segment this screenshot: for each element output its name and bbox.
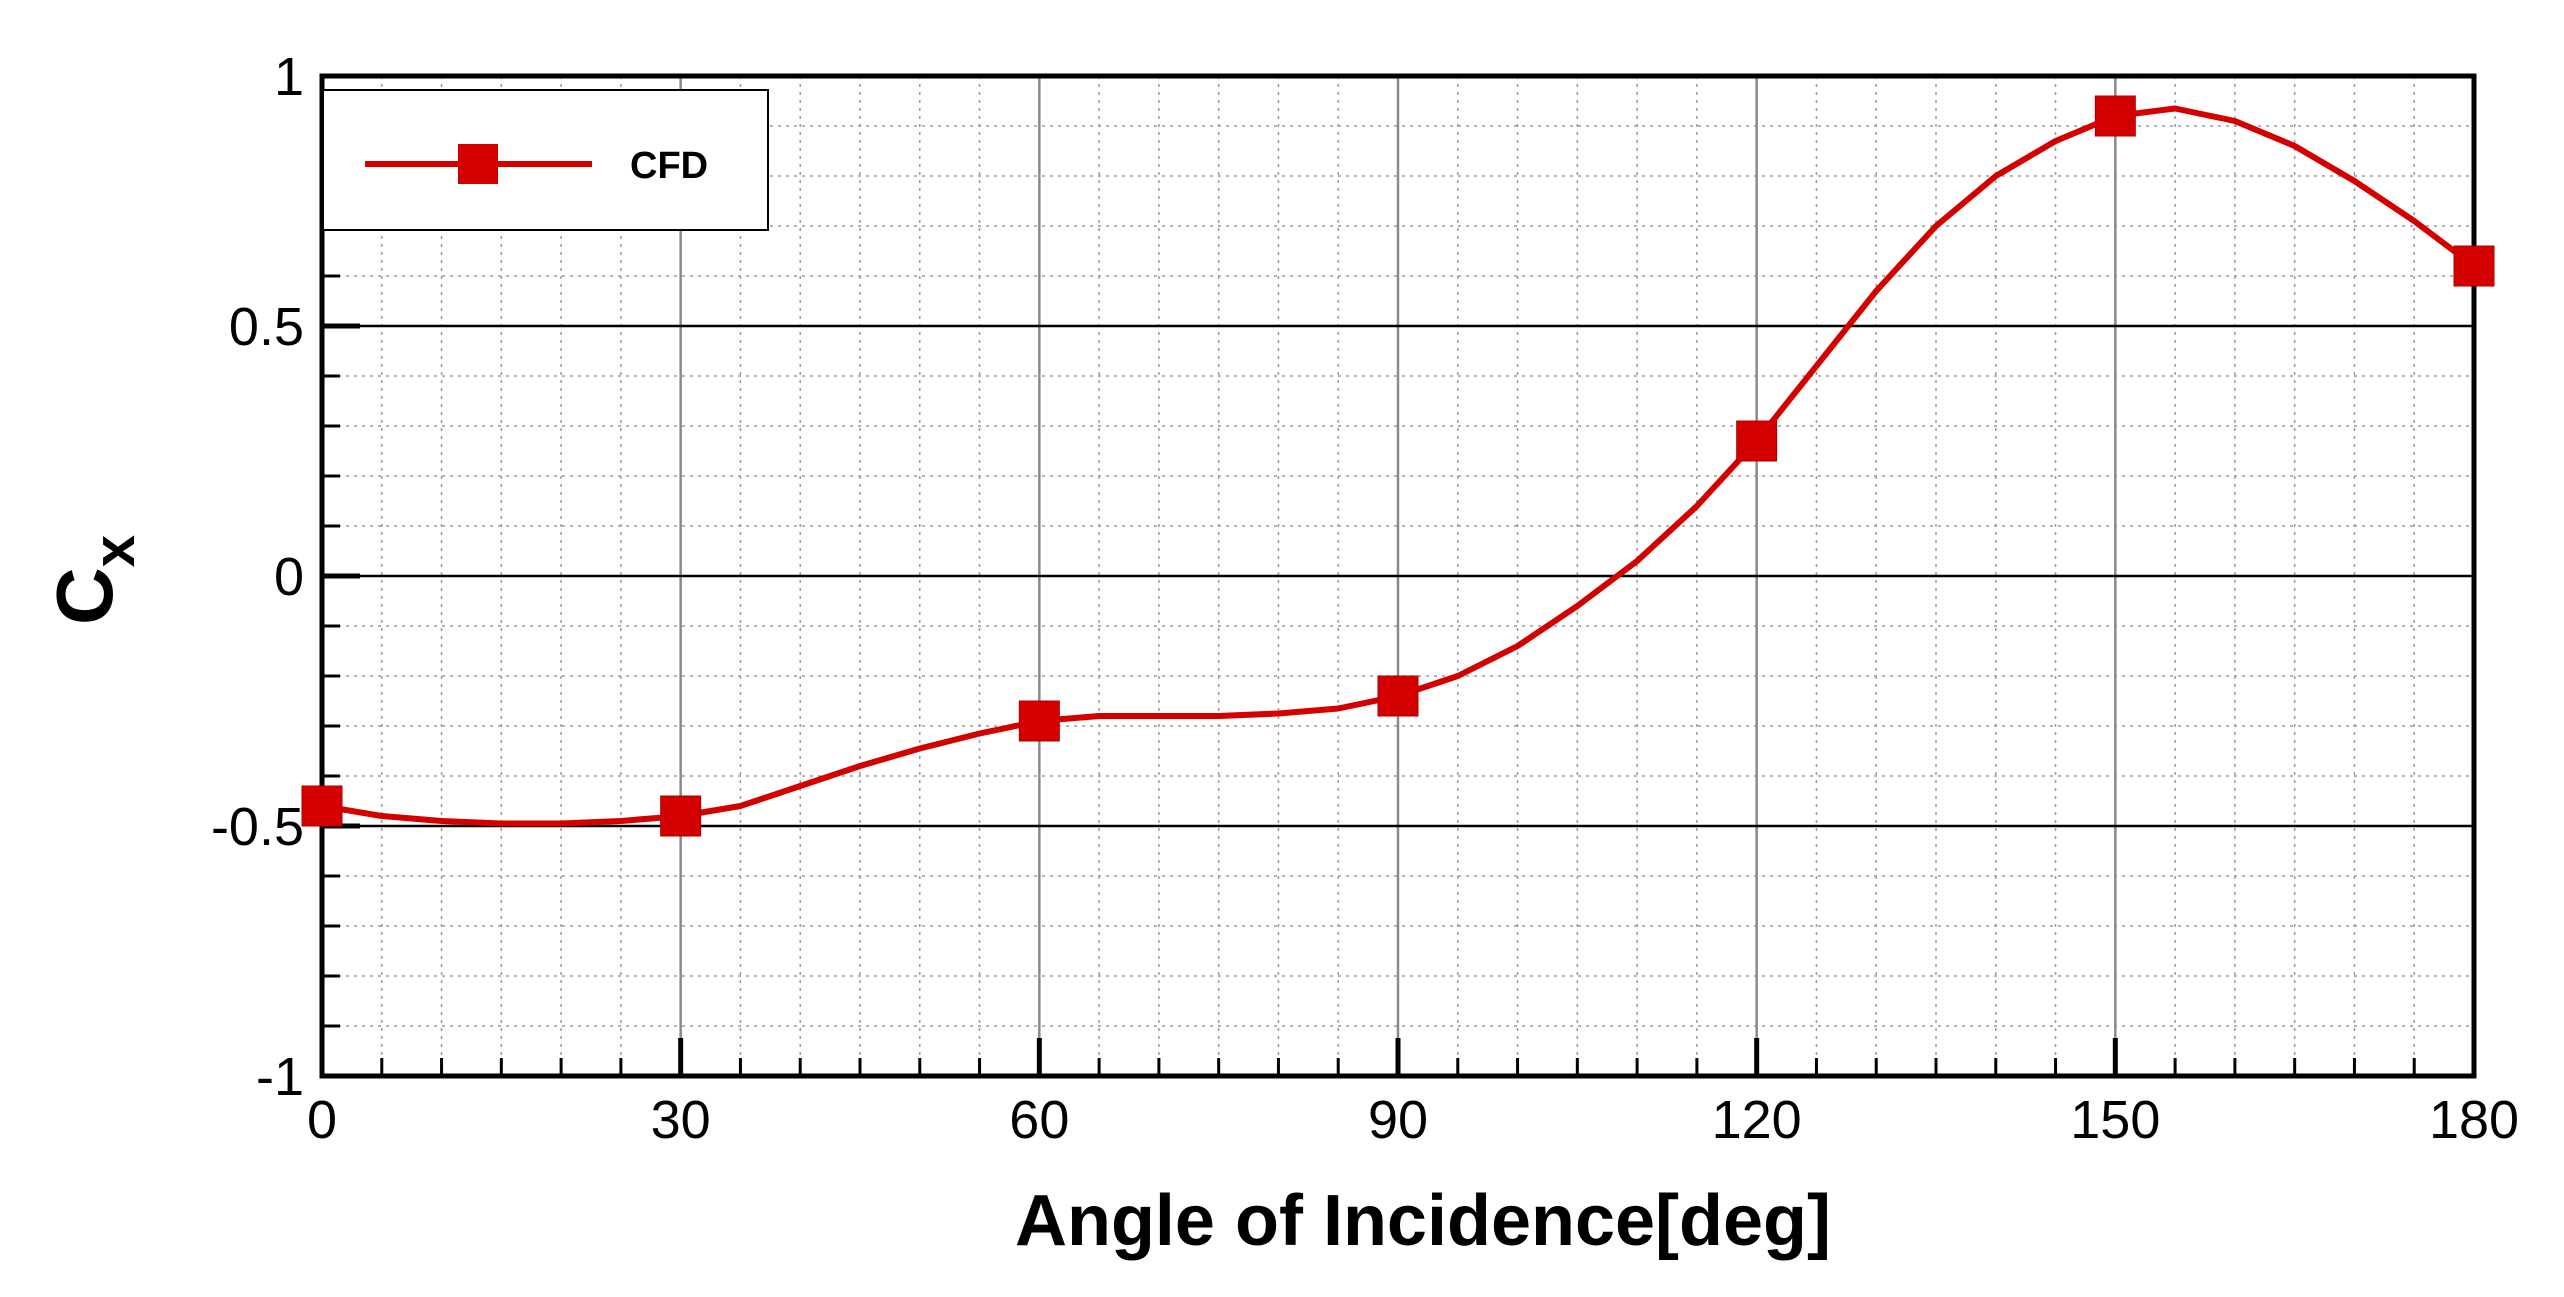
y-tick-labels: -1 -0.5 0 0.5 1: [211, 47, 304, 1107]
x-tick-label: 60: [1009, 1090, 1069, 1150]
data-point-cfd: [1018, 700, 1060, 742]
x-tick-label: 0: [307, 1090, 337, 1150]
y-tick-label: 1: [274, 47, 304, 107]
x-tick-label: 120: [1712, 1090, 1802, 1150]
legend: CFD: [322, 89, 769, 231]
y-axis-title-main: C: [40, 567, 129, 625]
x-tick-label: 150: [2070, 1090, 2160, 1150]
series-layer: [301, 95, 2495, 837]
legend-box: [322, 89, 769, 231]
x-axis-title: Angle of Incidence[deg]: [1015, 1181, 1831, 1261]
y-tick-label: -0.5: [211, 797, 304, 857]
y-tick-label: -1: [256, 1047, 304, 1107]
data-point-cfd: [660, 795, 702, 837]
x-tick-label: 90: [1368, 1090, 1428, 1150]
x-tick-labels: 0 30 60 90 120 150 180: [307, 1090, 2519, 1150]
axis-ticks: [319, 73, 2477, 1079]
data-point-cfd: [2094, 95, 2136, 137]
y-axis-title: Cx: [40, 535, 147, 625]
y-tick-label: 0: [274, 547, 304, 607]
y-tick-label: 0.5: [229, 297, 304, 357]
data-point-cfd: [301, 785, 343, 827]
data-point-cfd: [1736, 420, 1778, 462]
y-axis-title-sub: x: [82, 535, 147, 567]
data-point-cfd: [2453, 245, 2495, 287]
x-tick-label: 30: [651, 1090, 711, 1150]
x-tick-label: 180: [2429, 1090, 2519, 1150]
legend-marker-cfd: [458, 144, 498, 184]
data-point-cfd: [1377, 675, 1419, 717]
legend-label-cfd: CFD: [630, 145, 708, 187]
